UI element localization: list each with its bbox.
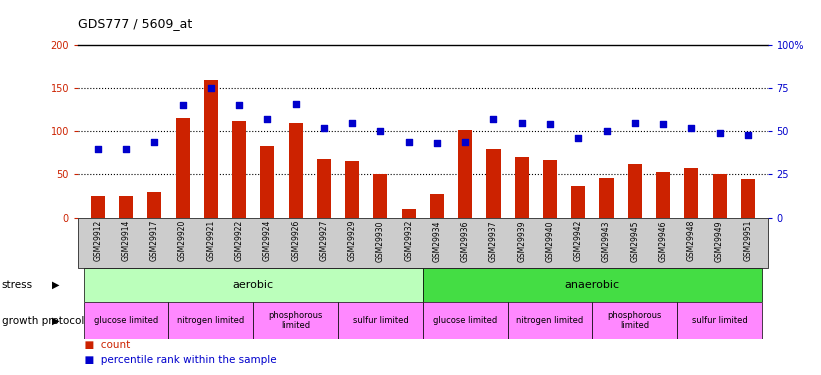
Text: GSM29917: GSM29917 xyxy=(149,220,158,261)
Point xyxy=(430,140,443,146)
Text: GSM29936: GSM29936 xyxy=(461,220,470,261)
Text: GSM29943: GSM29943 xyxy=(602,220,611,261)
Text: ▶: ▶ xyxy=(52,280,59,290)
Bar xyxy=(374,174,388,217)
Text: nitrogen limited: nitrogen limited xyxy=(177,316,245,325)
Text: GSM29927: GSM29927 xyxy=(319,220,328,261)
Text: GSM29926: GSM29926 xyxy=(291,220,300,261)
Text: GSM29949: GSM29949 xyxy=(715,220,724,261)
Bar xyxy=(84,302,168,339)
Text: GSM29930: GSM29930 xyxy=(376,220,385,261)
Text: ■  count: ■ count xyxy=(78,340,131,350)
Bar xyxy=(507,302,593,339)
Point xyxy=(685,125,698,131)
Text: GSM29921: GSM29921 xyxy=(206,220,215,261)
Point xyxy=(232,102,245,108)
Text: glucose limited: glucose limited xyxy=(94,316,158,325)
Point xyxy=(176,102,189,108)
Bar xyxy=(119,196,133,217)
Bar xyxy=(253,302,338,339)
Bar xyxy=(458,129,472,218)
Point xyxy=(600,128,613,134)
Text: stress: stress xyxy=(2,280,33,290)
Text: GSM29912: GSM29912 xyxy=(94,220,103,261)
Bar xyxy=(288,123,303,218)
Text: GSM29940: GSM29940 xyxy=(545,220,554,261)
Text: GSM29951: GSM29951 xyxy=(743,220,752,261)
Text: GSM29924: GSM29924 xyxy=(263,220,272,261)
Bar xyxy=(486,148,501,217)
Text: GSM29946: GSM29946 xyxy=(658,220,667,261)
Text: phosphorous
limited: phosphorous limited xyxy=(268,311,323,330)
Bar xyxy=(338,302,423,339)
Point xyxy=(713,130,726,136)
Bar xyxy=(401,209,415,218)
Text: GSM29945: GSM29945 xyxy=(631,220,640,261)
Point xyxy=(346,120,359,126)
Point xyxy=(289,100,302,106)
Point xyxy=(571,135,585,141)
Bar xyxy=(423,302,507,339)
Bar xyxy=(345,162,360,218)
Point xyxy=(120,146,133,152)
Bar xyxy=(430,194,444,217)
Point xyxy=(657,122,670,128)
Point xyxy=(628,120,641,126)
Bar xyxy=(741,179,755,218)
Point xyxy=(318,125,331,131)
Point xyxy=(91,146,104,152)
Bar xyxy=(543,160,557,218)
Text: sulfur limited: sulfur limited xyxy=(692,316,747,325)
Text: GSM29934: GSM29934 xyxy=(433,220,442,261)
Bar xyxy=(656,172,670,217)
Bar xyxy=(423,268,762,302)
Bar xyxy=(628,164,642,218)
Bar xyxy=(515,157,529,218)
Bar xyxy=(232,121,246,218)
Text: GSM29939: GSM29939 xyxy=(517,220,526,261)
Text: ■  percentile rank within the sample: ■ percentile rank within the sample xyxy=(78,355,277,365)
Point xyxy=(487,116,500,122)
Text: growth protocol: growth protocol xyxy=(2,316,84,326)
Bar xyxy=(204,80,218,218)
Text: aerobic: aerobic xyxy=(232,280,273,290)
Text: phosphorous
limited: phosphorous limited xyxy=(608,311,662,330)
Point xyxy=(261,116,274,122)
Bar xyxy=(176,118,190,218)
Point xyxy=(148,139,161,145)
Text: GSM29948: GSM29948 xyxy=(687,220,696,261)
Point xyxy=(402,139,415,145)
Text: GSM29914: GSM29914 xyxy=(122,220,131,261)
Bar xyxy=(593,302,677,339)
Bar xyxy=(260,146,274,218)
Bar xyxy=(684,168,699,217)
Text: GSM29942: GSM29942 xyxy=(574,220,583,261)
Point xyxy=(204,85,218,91)
Text: sulfur limited: sulfur limited xyxy=(352,316,408,325)
Text: GSM29937: GSM29937 xyxy=(489,220,498,261)
Bar xyxy=(84,268,423,302)
Text: anaerobic: anaerobic xyxy=(565,280,620,290)
Text: GDS777 / 5609_at: GDS777 / 5609_at xyxy=(78,17,192,30)
Bar xyxy=(571,186,585,218)
Bar xyxy=(317,159,331,218)
Point xyxy=(515,120,528,126)
Text: GSM29929: GSM29929 xyxy=(347,220,356,261)
Bar xyxy=(677,302,762,339)
Point xyxy=(374,128,387,134)
Text: ▶: ▶ xyxy=(52,316,59,326)
Bar xyxy=(90,196,105,217)
Text: glucose limited: glucose limited xyxy=(433,316,498,325)
Text: GSM29920: GSM29920 xyxy=(178,220,187,261)
Text: nitrogen limited: nitrogen limited xyxy=(516,316,584,325)
Text: GSM29922: GSM29922 xyxy=(235,220,244,261)
Bar xyxy=(713,174,727,217)
Point xyxy=(741,132,754,138)
Point xyxy=(544,122,557,128)
Bar xyxy=(599,178,613,218)
Bar xyxy=(168,302,253,339)
Point xyxy=(459,139,472,145)
Bar xyxy=(147,192,162,217)
Text: GSM29932: GSM29932 xyxy=(404,220,413,261)
